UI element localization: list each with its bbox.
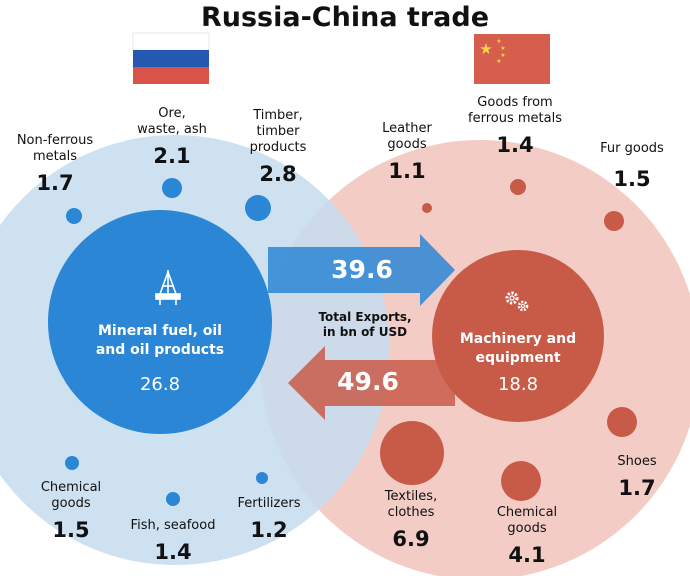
- category-value: 1.4: [496, 133, 534, 157]
- total-exports-label: Total Exports, in bn of USD: [318, 310, 412, 339]
- category-fertilizers: Fertilizers 1.2: [219, 496, 319, 542]
- svg-text:★: ★: [496, 38, 501, 45]
- russia-hub-label: Mineral fuel, oil and oil products 26.8: [80, 322, 240, 395]
- dot-textiles-clothes: [380, 421, 444, 485]
- category-leather-goods: Leather goods 1.1: [357, 121, 457, 183]
- category-label: Fish, seafood: [130, 518, 216, 533]
- category-value: 1.2: [250, 518, 288, 542]
- gears-icon: [505, 291, 529, 312]
- category-textiles-clothes: Textiles, clothes 6.9: [361, 489, 461, 551]
- oil-rig-icon: [155, 270, 181, 305]
- category-value: 1.1: [388, 159, 426, 183]
- category-value: 4.1: [508, 543, 546, 567]
- category-value: 1.7: [36, 171, 74, 195]
- russia-hub-value: 26.8: [139, 374, 181, 395]
- dot-shoes: [607, 407, 637, 437]
- russia-export-total: 39.6: [331, 255, 393, 284]
- category-value: 1.4: [154, 540, 192, 564]
- category-label: Chemical goods: [40, 480, 102, 511]
- category-label: Fertilizers: [237, 496, 301, 511]
- china-hub-label: Machinery and equipment 18.8: [448, 330, 588, 395]
- dot-fertilizers: [256, 472, 268, 484]
- category-fish-seafood: Fish, seafood 1.4: [113, 518, 233, 564]
- category-label: Textiles, clothes: [384, 489, 438, 520]
- china-hub-value: 18.8: [497, 374, 539, 395]
- dot-chemical-goods-cn: [501, 461, 541, 501]
- category-label: Fur goods: [600, 141, 664, 156]
- china-hub-circle: [432, 250, 604, 422]
- dot-fur-goods: [604, 211, 624, 231]
- russia-flag: [132, 32, 210, 84]
- russia-hub-circle: [48, 210, 272, 434]
- category-fur-goods: Fur goods 1.5: [582, 141, 682, 191]
- china-export-arrow: [288, 346, 455, 420]
- category-label: Shoes: [617, 454, 657, 469]
- china-export-total: 49.6: [337, 367, 399, 396]
- russia-hub-name: Mineral fuel, oil and oil products: [95, 323, 225, 358]
- category-ore-waste-ash: Ore, waste, ash 2.1: [122, 106, 222, 168]
- category-label: Timber, timber products: [249, 108, 307, 155]
- china-flag: ★ ★ ★ ★ ★: [474, 34, 550, 84]
- svg-text:★: ★: [496, 58, 501, 65]
- svg-text:★: ★: [500, 45, 505, 52]
- category-chemical-goods-russia: Chemical goods 1.5: [21, 480, 121, 542]
- category-value: 6.9: [392, 527, 430, 551]
- category-non-ferrous-metals: Non-ferrous metals 1.7: [5, 133, 105, 195]
- russia-export-arrow: [268, 234, 455, 306]
- category-label: Chemical goods: [496, 505, 558, 536]
- dot-ferrous-metal-goods: [510, 179, 526, 195]
- category-value: 1.5: [613, 167, 651, 191]
- dot-non-ferrous-metals: [66, 208, 82, 224]
- dot-ore-waste-ash: [162, 178, 182, 198]
- category-label: Goods from ferrous metals: [468, 95, 562, 126]
- category-value: 2.8: [259, 162, 297, 186]
- dot-chemical-goods-ru: [65, 456, 79, 470]
- dot-fish-seafood: [166, 492, 180, 506]
- page-title: Russia-China trade: [200, 2, 490, 33]
- china-hub-name: Machinery and equipment: [459, 331, 577, 366]
- svg-text:★: ★: [479, 40, 492, 58]
- category-label: Ore, waste, ash: [137, 106, 207, 137]
- category-label: Leather goods: [382, 121, 432, 152]
- category-value: 1.7: [618, 476, 656, 500]
- category-value: 1.5: [52, 518, 90, 542]
- category-chemical-goods-china: Chemical goods 4.1: [477, 505, 577, 567]
- svg-text:★: ★: [500, 52, 505, 59]
- category-ferrous-metal-goods: Goods from ferrous metals 1.4: [455, 95, 575, 157]
- category-timber: Timber, timber products 2.8: [228, 108, 328, 186]
- category-shoes: Shoes 1.7: [587, 454, 687, 500]
- dot-timber: [245, 195, 271, 221]
- category-label: Non-ferrous metals: [16, 133, 94, 164]
- dot-leather-goods: [422, 203, 432, 213]
- category-value: 2.1: [153, 144, 191, 168]
